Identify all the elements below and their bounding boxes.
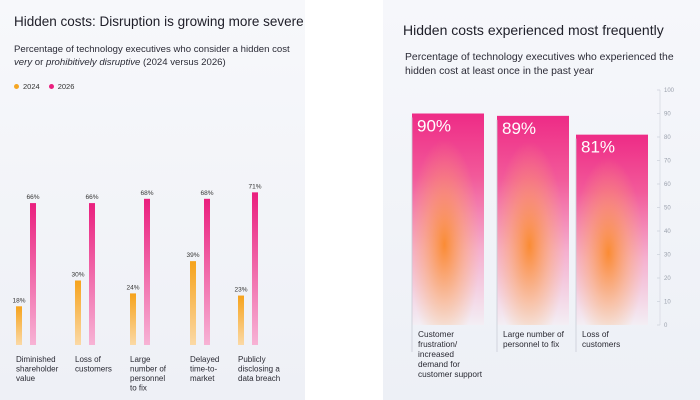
category-label: Loss of customers (75, 355, 112, 374)
category-label: Loss of customers (582, 329, 620, 349)
data-label: 89% (502, 119, 536, 138)
bar-glow (497, 115, 569, 325)
data-label-2026: 68% (200, 190, 213, 197)
y-tick-label: 30 (664, 253, 671, 259)
y-tick-label: 80 (664, 135, 671, 141)
left-bar-chart: 18% 66% Diminished shareholder value 30% 66% Lo… (12, 183, 280, 393)
category-label: Large number of personnel to fix (130, 355, 167, 393)
category-label: Diminished shareholder value (16, 355, 59, 383)
bar-2026 (204, 198, 210, 345)
left-chart-panel: Hidden costs: Disruption is growing more… (0, 0, 305, 400)
data-label-2026: 71% (248, 183, 261, 190)
y-tick-label: 20 (664, 276, 671, 282)
bar-2026 (30, 203, 36, 345)
data-label-2026: 66% (26, 194, 39, 201)
category-label: Publicly disclosing a data breach (238, 355, 280, 383)
bar-2024 (190, 261, 196, 345)
y-tick-label: 90 (664, 112, 671, 118)
left-chart-title: Hidden costs: Disruption is growing more… (14, 14, 304, 29)
right-chart-subtitle: Percentage of technology executives who … (405, 52, 674, 77)
legend-label-2026: 2026 (57, 82, 75, 91)
right-chart-title: Hidden costs experienced most frequently (403, 22, 664, 38)
legend-label-2024: 2024 (23, 82, 40, 91)
category-label: Customer frustration/increased demand for c… (418, 329, 483, 379)
right-bar-chart: 0 10 20 30 40 50 60 70 80 90 100 90% Customer frustra… (411, 88, 675, 379)
subtitle-text-3: (2024 versus 2026) (140, 56, 226, 68)
bar-2024 (16, 306, 22, 345)
left-chart-subtitle: Percentage of technology executives who … (14, 44, 299, 69)
data-label: 81% (581, 138, 615, 157)
legend: 2024 2026 (14, 82, 83, 91)
y-tick-label: 0 (664, 323, 668, 329)
bar-glow (412, 113, 484, 325)
y-tick-label: 60 (664, 182, 671, 188)
legend-item-2026: 2026 (48, 82, 75, 91)
bar-2026 (89, 203, 95, 345)
bar-2024 (238, 295, 244, 345)
data-label-2024: 18% (12, 297, 25, 304)
y-tick-label: 100 (664, 88, 675, 94)
data-label-2024: 30% (71, 272, 84, 279)
right-chart-panel: Hidden costs experienced most frequently… (383, 0, 700, 400)
subtitle-emphasis-1: very (14, 56, 33, 68)
y-tick-label: 50 (664, 206, 671, 212)
data-label-2024: 39% (186, 252, 199, 259)
y-tick-label: 70 (664, 159, 671, 165)
data-label: 90% (417, 117, 451, 136)
category-label: Delayed time-to-market (190, 355, 219, 383)
data-label-2026: 68% (140, 190, 153, 197)
legend-swatch-2026 (48, 84, 54, 89)
legend-item-2024: 2024 (14, 82, 40, 91)
y-tick-label: 40 (664, 229, 671, 235)
subtitle-text-1: Percentage of technology executives who … (14, 44, 290, 55)
bar-2026 (144, 198, 150, 345)
y-tick-label: 10 (664, 300, 671, 306)
data-label-2024: 23% (234, 287, 247, 294)
subtitle-text-2: or (32, 56, 46, 68)
legend-swatch-2024 (14, 84, 19, 89)
data-label-2026: 66% (85, 194, 98, 201)
data-label-2024: 24% (126, 284, 139, 291)
bar-glow (576, 134, 648, 325)
subtitle-emphasis-2: prohibitively disruptive (46, 56, 141, 68)
bar-2026 (252, 192, 258, 345)
bar-2024 (130, 293, 136, 345)
category-label: Large number of personnel to fix (503, 329, 565, 349)
bar-2024 (75, 280, 81, 345)
